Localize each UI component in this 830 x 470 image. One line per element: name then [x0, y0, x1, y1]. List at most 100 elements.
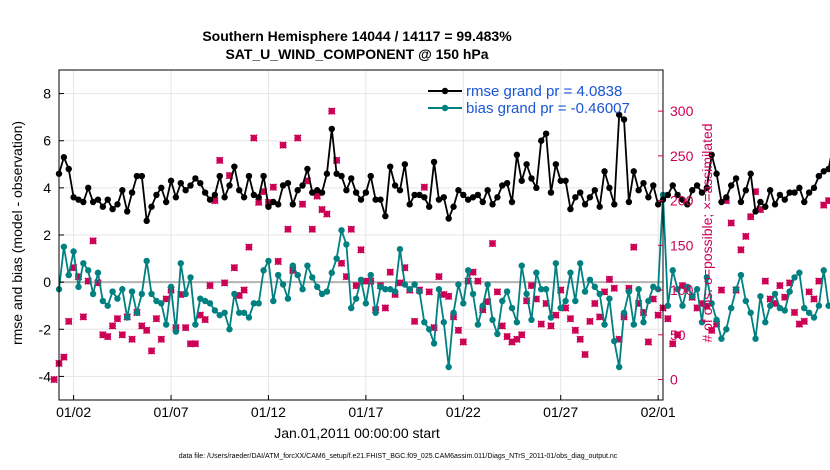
rmse-point [226, 182, 233, 189]
bias-point [791, 274, 798, 281]
rmse-point [421, 194, 428, 201]
rmse-point [713, 170, 720, 177]
rmse-point [640, 179, 647, 187]
bias-point [703, 274, 711, 281]
rmse-point [567, 205, 574, 213]
bias-point [148, 290, 155, 298]
y-tick-label: 4 [43, 180, 51, 196]
rmse-point [533, 184, 540, 192]
rmse-point [611, 201, 618, 208]
bias-point [684, 283, 691, 291]
y-right-tick-label: 150 [670, 237, 694, 253]
rmse-point [382, 212, 389, 220]
rmse-point [401, 161, 409, 168]
obs-cross [493, 288, 502, 296]
rmse-point [148, 203, 155, 210]
rmse-point [732, 175, 740, 182]
obs-cross [103, 332, 112, 341]
obs-cross [664, 314, 672, 323]
rmse-point [601, 168, 608, 175]
bias-point [611, 337, 618, 345]
obs-cross [206, 281, 214, 290]
obs-cross [254, 198, 263, 207]
bias-point [323, 288, 331, 295]
obs-cross [805, 288, 813, 296]
rmse-point [781, 196, 788, 203]
obs-cross [717, 286, 726, 294]
bias-point [723, 326, 730, 333]
bias-point [391, 288, 399, 295]
rmse-point [474, 191, 482, 199]
rmse-point [742, 187, 750, 194]
bias-point [192, 321, 199, 328]
bias-point [552, 260, 560, 267]
y-right-tick-label: 300 [670, 103, 694, 119]
obs-cross [610, 284, 619, 293]
bias-point [435, 286, 443, 293]
obs-cross [454, 326, 463, 335]
bias-point [343, 241, 350, 248]
rmse-point [255, 194, 262, 201]
rmse-point [89, 198, 97, 206]
bias-point [123, 314, 131, 321]
rmse-point [80, 198, 87, 206]
obs-cross [537, 320, 545, 328]
rmse-point [114, 201, 121, 208]
rmse-point [187, 182, 194, 189]
rmse-point [703, 184, 711, 192]
rmse-point [236, 187, 243, 194]
obs-cross [595, 313, 604, 321]
bias-point [89, 290, 97, 298]
bias-point [737, 271, 745, 279]
bias-point [567, 269, 574, 276]
rmse-point [123, 208, 131, 215]
bias-point [596, 290, 603, 298]
bias-point [172, 328, 180, 335]
bias-point [494, 330, 501, 338]
obs-cross [269, 183, 278, 191]
obs-cross [108, 322, 117, 330]
obs-cross [517, 331, 526, 339]
bias-point [348, 304, 355, 312]
obs-cross [566, 314, 575, 323]
rmse-point [357, 196, 365, 203]
obs-cross [498, 322, 507, 330]
legend-bias-label: bias grand pr = -0.46007 [466, 100, 630, 117]
bias-point [786, 288, 793, 295]
obs-cross [425, 288, 433, 296]
bias-point [698, 319, 706, 326]
bias-point [708, 300, 715, 307]
obs-cross [89, 237, 97, 245]
bias-point [518, 262, 525, 269]
bias-point [562, 297, 569, 305]
obs-cross [459, 338, 468, 346]
obs-cross [298, 200, 307, 208]
rmse-point [289, 201, 297, 208]
rmse-point [801, 198, 808, 206]
bias-point [503, 288, 511, 295]
bias-point [216, 311, 223, 319]
rmse-point [727, 182, 735, 189]
obs-cross [128, 335, 136, 344]
rmse-point [586, 194, 594, 201]
x-tick-label: 01/27 [543, 404, 578, 420]
obs-cross [644, 338, 653, 346]
bias-point [85, 267, 92, 274]
bias-point [620, 309, 628, 316]
obs-cross [142, 326, 151, 335]
rmse-point [284, 179, 292, 187]
obs-cross [410, 317, 419, 326]
bias-point [396, 245, 404, 253]
obs-cross [707, 326, 716, 335]
rmse-point [206, 196, 214, 203]
bias-point [75, 283, 82, 291]
bias-point [581, 288, 589, 295]
rmse-point [669, 182, 676, 189]
rmse-point [708, 151, 715, 159]
obs-cross [118, 331, 127, 339]
bias-point [757, 293, 764, 300]
rmse-point [94, 196, 102, 203]
obs-cross [337, 259, 346, 267]
bias-point [143, 257, 150, 265]
rmse-point [635, 187, 642, 194]
